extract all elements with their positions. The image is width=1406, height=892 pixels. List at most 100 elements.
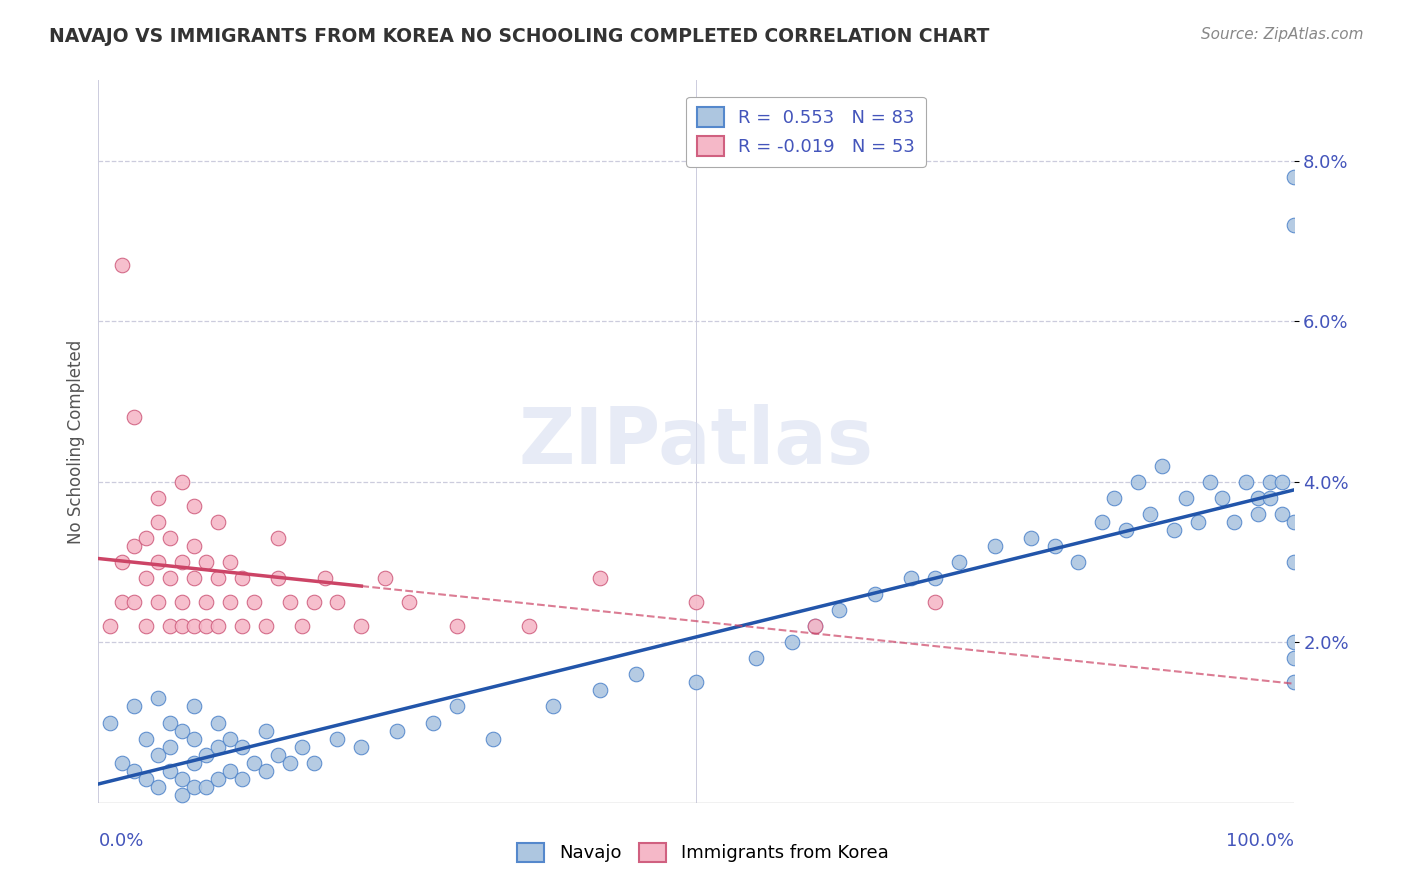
Point bbox=[219, 555, 242, 569]
Y-axis label: No Schooling Completed: No Schooling Completed bbox=[66, 340, 84, 543]
Point bbox=[195, 780, 218, 794]
Point bbox=[685, 675, 707, 690]
Point bbox=[385, 723, 409, 738]
Point bbox=[804, 619, 827, 633]
Point bbox=[172, 772, 194, 786]
Point bbox=[195, 747, 218, 762]
Point bbox=[172, 555, 194, 569]
Text: NAVAJO VS IMMIGRANTS FROM KOREA NO SCHOOLING COMPLETED CORRELATION CHART: NAVAJO VS IMMIGRANTS FROM KOREA NO SCHOO… bbox=[49, 27, 990, 45]
Point bbox=[183, 756, 205, 770]
Point bbox=[148, 555, 170, 569]
Point bbox=[207, 772, 229, 786]
Point bbox=[900, 571, 922, 585]
Point bbox=[159, 619, 181, 633]
Point bbox=[254, 764, 277, 778]
Point bbox=[865, 587, 887, 601]
Point bbox=[172, 788, 194, 802]
Point bbox=[148, 780, 170, 794]
Text: ZIPatlas: ZIPatlas bbox=[519, 403, 873, 480]
Point bbox=[626, 667, 648, 681]
Point bbox=[517, 619, 540, 633]
Point bbox=[254, 619, 277, 633]
Point bbox=[1223, 515, 1246, 529]
Point bbox=[278, 756, 301, 770]
Point bbox=[195, 595, 218, 609]
Point bbox=[398, 595, 420, 609]
Point bbox=[481, 731, 505, 746]
Point bbox=[1282, 515, 1305, 529]
Point bbox=[148, 595, 170, 609]
Point bbox=[183, 780, 205, 794]
Point bbox=[1247, 507, 1270, 521]
Point bbox=[111, 258, 134, 272]
Point bbox=[195, 555, 218, 569]
Point bbox=[1282, 675, 1305, 690]
Point bbox=[183, 731, 205, 746]
Point bbox=[148, 515, 170, 529]
Point bbox=[172, 595, 194, 609]
Point bbox=[804, 619, 827, 633]
Point bbox=[1258, 475, 1281, 489]
Point bbox=[1282, 218, 1305, 232]
Point bbox=[589, 571, 612, 585]
Point bbox=[183, 499, 205, 513]
Point bbox=[207, 515, 229, 529]
Point bbox=[1115, 523, 1137, 537]
Point bbox=[291, 739, 314, 754]
Legend: R =  0.553   N = 83, R = -0.019   N = 53: R = 0.553 N = 83, R = -0.019 N = 53 bbox=[686, 96, 927, 167]
Point bbox=[374, 571, 396, 585]
Point bbox=[326, 731, 349, 746]
Point bbox=[124, 595, 146, 609]
Point bbox=[231, 619, 253, 633]
Point bbox=[98, 619, 122, 633]
Point bbox=[1139, 507, 1161, 521]
Point bbox=[1271, 475, 1294, 489]
Point bbox=[254, 723, 277, 738]
Point bbox=[1199, 475, 1222, 489]
Point bbox=[1128, 475, 1150, 489]
Point bbox=[1234, 475, 1257, 489]
Point bbox=[1104, 491, 1126, 505]
Point bbox=[984, 539, 1007, 553]
Text: 100.0%: 100.0% bbox=[1226, 831, 1294, 850]
Point bbox=[267, 571, 290, 585]
Point bbox=[124, 410, 146, 425]
Point bbox=[685, 595, 707, 609]
Legend: Navajo, Immigrants from Korea: Navajo, Immigrants from Korea bbox=[510, 836, 896, 870]
Point bbox=[159, 715, 181, 730]
Point bbox=[111, 555, 134, 569]
Point bbox=[172, 723, 194, 738]
Point bbox=[1067, 555, 1090, 569]
Point bbox=[207, 715, 229, 730]
Point bbox=[207, 619, 229, 633]
Point bbox=[446, 699, 468, 714]
Point bbox=[135, 731, 157, 746]
Point bbox=[291, 619, 314, 633]
Point bbox=[1258, 491, 1281, 505]
Point bbox=[231, 772, 253, 786]
Point bbox=[148, 691, 170, 706]
Point bbox=[231, 571, 253, 585]
Point bbox=[1043, 539, 1066, 553]
Point bbox=[1152, 458, 1174, 473]
Point bbox=[446, 619, 468, 633]
Point bbox=[1019, 531, 1042, 545]
Point bbox=[267, 747, 290, 762]
Point bbox=[172, 619, 194, 633]
Point bbox=[278, 595, 301, 609]
Point bbox=[124, 764, 146, 778]
Point bbox=[924, 571, 946, 585]
Point bbox=[111, 756, 134, 770]
Point bbox=[219, 595, 242, 609]
Point bbox=[183, 539, 205, 553]
Point bbox=[183, 699, 205, 714]
Point bbox=[924, 595, 946, 609]
Point bbox=[589, 683, 612, 698]
Point bbox=[243, 595, 266, 609]
Point bbox=[219, 764, 242, 778]
Point bbox=[948, 555, 970, 569]
Point bbox=[195, 619, 218, 633]
Point bbox=[1282, 169, 1305, 184]
Point bbox=[828, 603, 851, 617]
Point bbox=[207, 739, 229, 754]
